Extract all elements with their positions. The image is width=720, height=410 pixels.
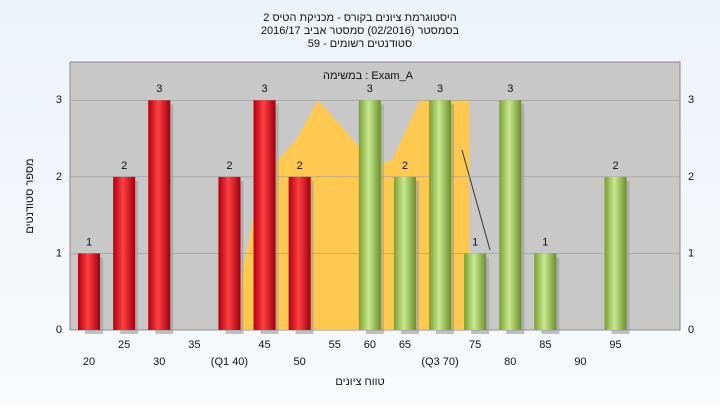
x-tick-label: (Q3 70) bbox=[421, 356, 458, 368]
x-tick-label: 90 bbox=[574, 356, 586, 368]
data-label: 3 bbox=[367, 83, 373, 95]
trend-line bbox=[461, 149, 491, 251]
bar bbox=[393, 176, 416, 330]
x-tick-label: 75 bbox=[469, 339, 481, 351]
x-tick-label: 30 bbox=[153, 356, 165, 368]
bar bbox=[604, 176, 627, 330]
data-label: 2 bbox=[402, 160, 408, 172]
bar bbox=[534, 253, 557, 330]
chart-subtitle: בסמסטר (02/2016) סמסטר אביב 2016/17 bbox=[261, 25, 460, 37]
bar bbox=[148, 100, 171, 331]
chart-title: היסטוגרמת ציונים בקורס - מכניקת הטיס 2 bbox=[263, 12, 456, 24]
bar bbox=[113, 176, 136, 330]
x-tick-label: 25 bbox=[118, 339, 130, 351]
x-tick-label: 95 bbox=[609, 339, 621, 351]
bar bbox=[499, 100, 522, 331]
x-tick-label: 20 bbox=[83, 356, 95, 368]
chart-subtitle: סטודנטים רשומים - 59 bbox=[308, 38, 412, 50]
data-label: 2 bbox=[297, 160, 303, 172]
data-label: 2 bbox=[612, 160, 618, 172]
y-tick-label: 3 bbox=[56, 94, 62, 106]
x-tick-label: 60 bbox=[364, 339, 376, 351]
x-tick-label: 35 bbox=[188, 339, 200, 351]
bar bbox=[358, 100, 381, 331]
bar bbox=[429, 100, 452, 331]
x-tick-label: 50 bbox=[294, 356, 306, 368]
y2-tick-label: 1 bbox=[688, 247, 694, 259]
y2-tick-label: 2 bbox=[688, 171, 694, 183]
bar bbox=[464, 253, 487, 330]
x-tick-label: 85 bbox=[539, 339, 551, 351]
data-label: 1 bbox=[542, 236, 548, 248]
x-tick-label: 45 bbox=[258, 339, 270, 351]
bar bbox=[218, 176, 241, 330]
data-label: 3 bbox=[507, 83, 513, 95]
x-axis-label: טווח ציונים bbox=[335, 376, 384, 388]
y-tick-label: 0 bbox=[56, 324, 62, 336]
bar bbox=[288, 176, 311, 330]
x-tick-label: 80 bbox=[504, 356, 516, 368]
data-label: 1 bbox=[86, 236, 92, 248]
x-tick-label: (Q1 40) bbox=[211, 356, 248, 368]
bar bbox=[78, 253, 101, 330]
data-label: 3 bbox=[261, 83, 267, 95]
y-axis-label: מספר סטודנטים bbox=[24, 158, 36, 233]
data-label: 2 bbox=[121, 160, 127, 172]
data-label: 1 bbox=[472, 236, 478, 248]
bar bbox=[253, 100, 276, 331]
data-label: 3 bbox=[156, 83, 162, 95]
data-label: 2 bbox=[226, 160, 232, 172]
y2-tick-label: 3 bbox=[688, 94, 694, 106]
data-label: 3 bbox=[437, 83, 443, 95]
y-tick-label: 2 bbox=[56, 171, 62, 183]
y2-tick-label: 0 bbox=[688, 324, 694, 336]
y-tick-label: 1 bbox=[56, 247, 62, 259]
annotation: במשימה : Exam_A bbox=[323, 70, 414, 82]
x-tick-label: 65 bbox=[399, 339, 411, 351]
x-tick-label: 55 bbox=[329, 339, 341, 351]
